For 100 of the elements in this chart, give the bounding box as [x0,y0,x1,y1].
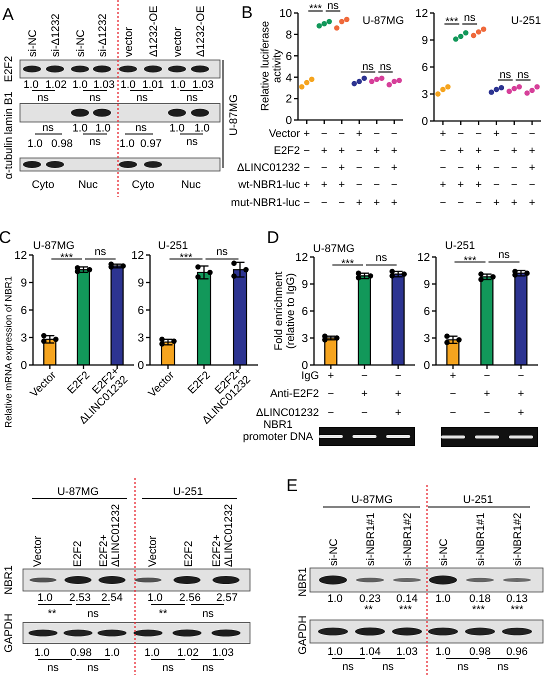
data-label: 0.97 [140,138,162,150]
text: − [304,144,310,157]
text: ΔLINC01232 [237,162,300,174]
text: Cyto [32,178,54,191]
y-tick-label: 0 [302,360,308,372]
data-label: 1.03 [192,78,214,91]
legend-label: E2F2 [2,56,15,82]
text: U-87MG [57,486,99,498]
annotation: ns [216,246,228,258]
y-tick-label: 12 [295,252,308,264]
point [444,334,450,339]
text: + [518,388,524,400]
text: − [511,178,518,191]
text: − [475,196,482,209]
text: + [338,178,345,191]
y-tick-label: 9 [422,35,428,48]
text: − [511,162,518,174]
text: + [528,196,536,209]
y-tick-label: 3 [20,332,27,345]
data-label: 1.02 [177,646,199,659]
point [195,264,201,270]
text: + [304,128,310,140]
category-label: Δ1232-OE [194,6,207,57]
text: ns [202,608,214,620]
text: + [518,406,524,419]
text: − [450,388,456,400]
text: ** *** *** *** [364,604,524,616]
annotation: *** [464,254,478,267]
text: ** [158,608,168,620]
category-label: E2F2+ ΔLINC01232 [98,504,122,567]
text: + [440,178,446,191]
y-tick-label: 0 [424,360,430,372]
text: Cyto [132,178,154,191]
text: ns [37,92,50,104]
text: ns [202,662,214,674]
text: − [440,196,446,209]
text: − [321,128,328,140]
legend-label: GAPDH [2,613,15,653]
text: + [511,144,518,157]
category-label: si-NC [74,29,87,57]
y-tick-label: 12 [14,250,27,262]
text: + [475,162,482,174]
text: ns [135,122,148,134]
category-label: si-Δ1232 [96,14,109,57]
category-label: si-Δ1232 [50,14,62,57]
category-label: Δ1232-OE [148,6,160,57]
text: − [338,128,345,140]
category-label: si-NBR1#2 [402,512,414,566]
data-label: 2.57 [216,592,238,604]
text: − [391,128,398,140]
data-label: 1.0 [34,646,50,659]
y-axis-title: Relative mRNA expression of NBR1 [3,276,14,428]
annotation: ns [517,68,530,81]
text: + [391,162,398,174]
y-tick-label: 3 [422,89,428,102]
text: − [518,370,524,382]
text: ns [87,608,100,620]
text: + [374,196,380,209]
text: − [356,162,362,174]
data-label: 0.98 [469,646,491,658]
text: + [394,388,402,400]
category-label: vector [172,26,184,57]
text: − [374,128,380,140]
y-axis-title: Fold enrichment (relative to IgG) [272,272,297,350]
point [322,334,328,339]
data-label: 1.0 [144,646,160,659]
text: U-251 [173,486,203,498]
y-tick-label: 6 [286,50,292,63]
data-label: 1.03 [396,646,418,658]
legend-label: NBR1 [296,567,309,597]
chart-title: U-251 [158,240,188,252]
category-label: E2F2 [72,540,84,567]
text: + [484,388,490,400]
data-label: 1.0 [435,646,451,658]
text: E2F2 [274,144,300,157]
text: mut-NBR1-luc [230,196,300,209]
data-label: 0.98 [70,646,92,659]
text: + [493,128,500,140]
text: U-87MG [228,94,240,136]
text: B [241,2,253,22]
text: ns [186,136,198,148]
category-label: si-NBR1#1 [474,512,487,566]
text: ** [48,608,57,620]
text: + [450,370,456,382]
y-tick-label: 2 [286,94,292,106]
text: − [511,128,518,140]
text: Vector [268,128,300,140]
point [195,274,201,280]
data-label: 0.98 [51,138,73,150]
annotation: *** [341,258,355,270]
category-label: si-NBR1#2 [512,512,524,566]
data-label: 0.13 [506,592,528,605]
text: − [493,162,500,174]
data-label: 1.0 [327,592,343,605]
text: − [304,196,310,209]
text: + [440,128,446,140]
category-label: Vector [146,535,159,567]
text: − [356,178,362,191]
category-label: E2F2+ ΔLINC01232 [210,504,235,567]
text: ns [89,92,102,104]
